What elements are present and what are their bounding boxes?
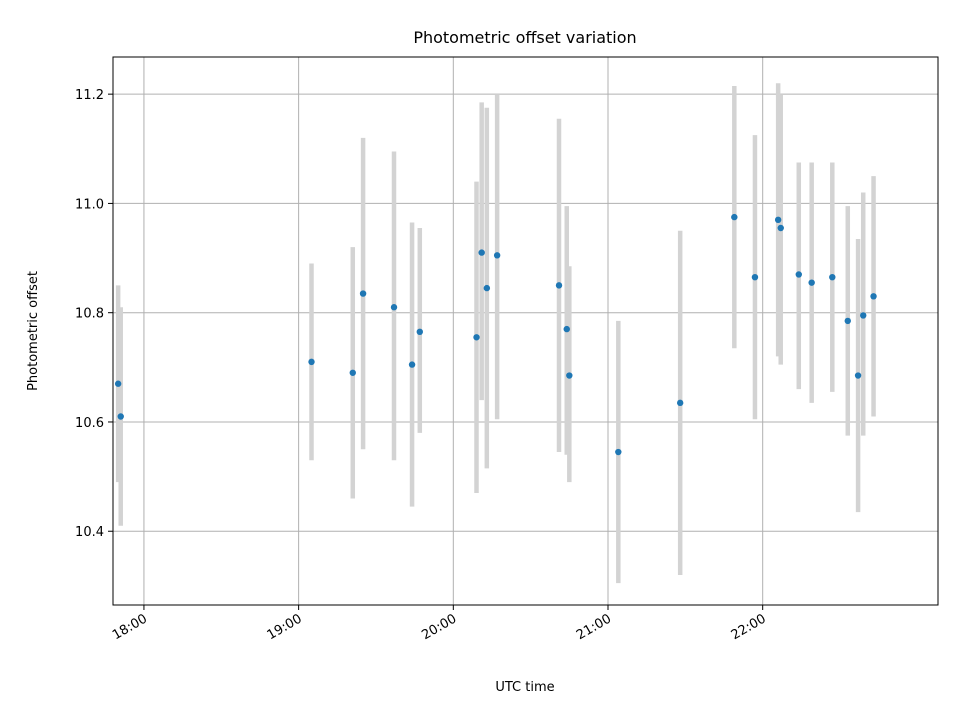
data-point: [114, 380, 122, 387]
x-axis-ticks: 18:00 19:00 20:00 21:00 22:00: [110, 605, 769, 643]
x-axis-label: UTC time: [495, 680, 554, 695]
y-axis-label: Photometric offset: [26, 271, 41, 391]
data-point: [870, 293, 877, 300]
data-point: [731, 213, 738, 221]
data-point: [774, 216, 782, 224]
data-point: [795, 271, 802, 278]
y-tick-label: 10.6: [75, 416, 104, 431]
data-point: [117, 413, 124, 420]
data-point: [493, 252, 501, 259]
data-point: [676, 399, 684, 407]
data-point: [615, 448, 622, 456]
plot-frame: [112, 56, 939, 606]
data-point: [483, 284, 491, 292]
data-point: [555, 282, 563, 289]
x-tick-label: 20:00: [419, 611, 459, 643]
x-tick-label: 19:00: [265, 611, 305, 643]
data-point: [751, 273, 759, 281]
data-point: [416, 328, 423, 336]
data-point: [473, 334, 480, 341]
data-point: [829, 273, 836, 281]
grid: [113, 57, 938, 605]
y-tick-label: 10.8: [75, 307, 104, 322]
data-points: [114, 213, 877, 456]
data-point: [478, 249, 485, 256]
data-point: [408, 361, 416, 368]
data-point: [563, 325, 570, 333]
error-bars: [115, 83, 876, 584]
data-point: [308, 358, 315, 366]
x-tick-label: 18:00: [110, 611, 150, 643]
x-tick-label: 21:00: [574, 611, 614, 643]
x-tick-label: 22:00: [729, 611, 769, 643]
data-point: [844, 317, 851, 325]
y-tick-label: 11.0: [75, 197, 104, 212]
chart-title: Photometric offset variation: [413, 28, 636, 47]
data-point: [808, 279, 815, 286]
data-point: [854, 372, 862, 379]
data-point: [359, 290, 367, 297]
data-point: [860, 312, 867, 319]
data-point: [349, 369, 356, 376]
data-point: [390, 304, 398, 311]
data-point: [777, 224, 784, 232]
data-point: [566, 372, 573, 379]
y-tick-label: 11.2: [75, 88, 104, 103]
y-tick-label: 10.4: [75, 525, 104, 540]
y-axis-ticks: 10.4 10.6 10.8 11.0 11.2: [75, 88, 113, 540]
